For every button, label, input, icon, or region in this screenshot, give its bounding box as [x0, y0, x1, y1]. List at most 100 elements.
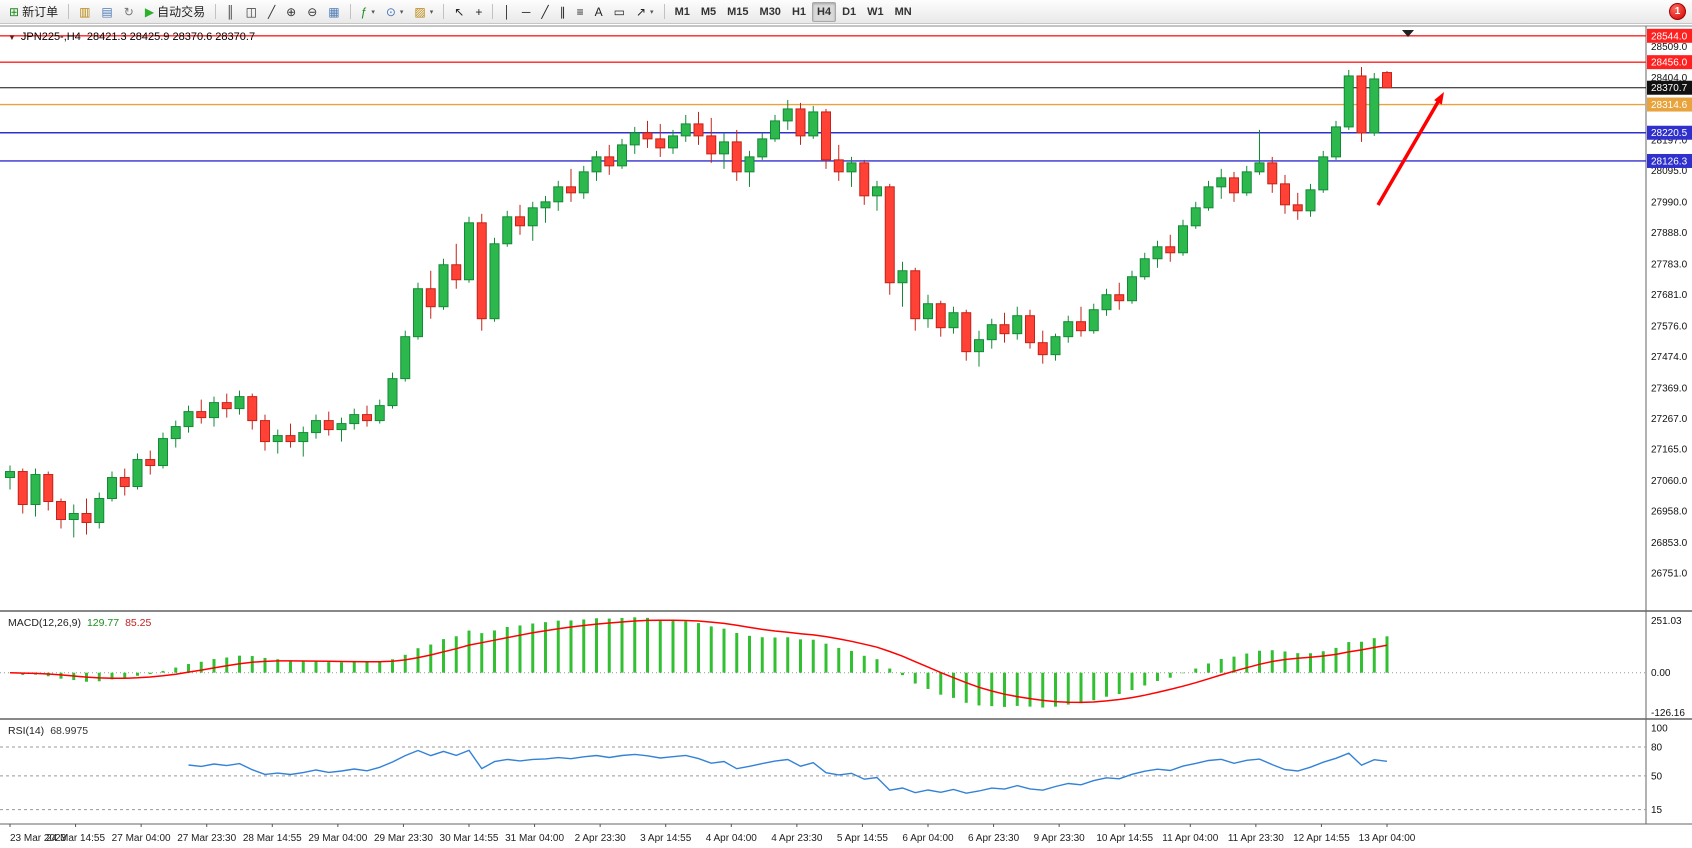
candle-body	[196, 411, 207, 419]
profiles-icon: ▤	[101, 4, 113, 19]
line-chart-icon: ╱	[267, 4, 276, 19]
tile-windows-button[interactable]: ▦	[323, 2, 344, 22]
tf-d1-button[interactable]: D1	[837, 2, 861, 22]
tf-mn-button[interactable]: MN	[890, 2, 917, 22]
candlestick-chart-button[interactable]: ◫	[241, 2, 262, 22]
macd-pane[interactable]	[0, 617, 1646, 708]
chart-canvas[interactable]: 28509.0 28404.0 28197.0 28095.0 27990.0 27888…	[0, 24, 1692, 848]
channel-icon: ∥	[559, 4, 566, 19]
price-axis-label: 27165.0	[1651, 445, 1688, 456]
zoom-in-button[interactable]: ⊕	[281, 2, 301, 22]
candle-body	[107, 477, 117, 500]
tf-m1-button[interactable]: M1	[670, 2, 695, 22]
candle-body	[731, 141, 742, 173]
trend-arrow-annotation[interactable]	[1376, 92, 1444, 206]
text-icon: A	[594, 4, 603, 19]
channel-button[interactable]: ∥	[555, 2, 571, 22]
candle-body	[145, 459, 156, 467]
macd-value-signal: 85.25	[125, 617, 152, 629]
line-chart-button[interactable]: ╱	[263, 2, 280, 22]
tf-m5-button[interactable]: M5	[696, 2, 721, 22]
new-order-button[interactable]: ⊞ 新订单	[4, 2, 63, 22]
candle-body	[119, 477, 130, 488]
tf-h1-button[interactable]: H1	[787, 2, 811, 22]
indicators-button[interactable]: ƒ ▾	[356, 2, 380, 22]
tf-h4-button[interactable]: H4	[812, 1, 837, 22]
chart-shift-marker-icon[interactable]	[1402, 30, 1414, 37]
candle-body	[374, 405, 385, 422]
cursor-button[interactable]: ↖	[449, 2, 469, 22]
time-axis-label: 11 Apr 04:00	[1162, 833, 1218, 844]
candle-body	[923, 303, 933, 320]
crosshair-button[interactable]: +	[470, 2, 487, 22]
candle-body	[693, 123, 704, 137]
candle-body	[1139, 258, 1150, 278]
caret-down-icon: ▾	[429, 8, 434, 16]
candle-body	[400, 336, 411, 380]
candle-body	[540, 201, 551, 209]
price-axis[interactable]: 28509.0 28404.0 28197.0 28095.0 27990.0 27888…	[1647, 28, 1692, 816]
shapes-button[interactable]: ▭	[609, 2, 630, 22]
refresh-icon: ↻	[123, 4, 134, 19]
chart-frame	[0, 25, 1692, 825]
tf-m30-button-label: M30	[759, 5, 781, 18]
tf-m30-button[interactable]: M30	[755, 2, 786, 22]
candle-body	[260, 420, 270, 443]
tf-d1-button-label: D1	[842, 5, 857, 18]
candle-body	[170, 426, 181, 440]
new-chart-button[interactable]: ▥	[74, 2, 95, 22]
candle-body	[821, 111, 831, 161]
candle-body	[1241, 171, 1252, 194]
refresh-button[interactable]: ↻	[119, 2, 139, 22]
rsi-axis-label: 100	[1651, 723, 1668, 734]
tile-windows-icon: ▦	[328, 4, 340, 19]
templates-button[interactable]: ▨ ▾	[409, 2, 438, 22]
candle-body	[1331, 126, 1341, 158]
rsi-axis-label: 80	[1651, 743, 1663, 754]
candle-body	[1343, 75, 1354, 128]
new-order-button-label: 新订单	[22, 5, 59, 19]
tf-m15-button[interactable]: M15	[722, 2, 753, 22]
autotrading-button[interactable]: ▶ 自动交易	[140, 2, 210, 22]
trendline-button[interactable]: ╱	[536, 2, 553, 22]
horizontal-line-button[interactable]: ─	[517, 2, 536, 22]
time-axis-label: 5 Apr 14:55	[837, 833, 889, 844]
candle-body	[846, 162, 857, 173]
tf-w1-button-label: W1	[867, 5, 884, 18]
time-axis-label: 6 Apr 04:00	[902, 833, 954, 844]
fibonacci-button[interactable]: ≡	[572, 2, 589, 22]
time-axis-label: 10 Apr 14:55	[1096, 833, 1153, 844]
arrows-button[interactable]: ↗ ▾	[631, 2, 659, 22]
candle-body	[336, 423, 347, 431]
time-axis-label: 27 Mar 23:30	[177, 833, 236, 844]
vertical-line-button[interactable]: │	[498, 2, 516, 22]
rsi-value: 68.9975	[50, 725, 89, 737]
candle-body	[1356, 75, 1367, 134]
candle-body	[464, 222, 474, 281]
periods-button[interactable]: ⊙ ▾	[381, 2, 409, 22]
candle-body	[782, 108, 793, 122]
candle-body	[770, 120, 780, 140]
toolbar: ⊞ 新订单 ▥ ▤ ↻ ▶ 自动交易 ║ ◫ ╱ ⊕ ⊖ ▦ ƒ ▾ ⊙ ▾ ▨ ▾ ↖ + │ ─ ╱ ∥ ≡ A ▭ ↗ ▾ M1 M5 M…	[0, 0, 1692, 24]
candle-body	[349, 414, 360, 425]
zoom-out-button[interactable]: ⊖	[302, 2, 322, 22]
caret-down-icon: ▾	[399, 8, 404, 16]
crosshair-icon: +	[475, 4, 483, 19]
price-line-label-box	[1647, 153, 1692, 168]
notification-badge[interactable]: 1	[1669, 3, 1686, 20]
rsi-pane[interactable]	[0, 746, 1646, 811]
text-button[interactable]: A	[590, 2, 608, 22]
candle-body	[897, 270, 908, 284]
tf-w1-button[interactable]: W1	[862, 2, 889, 22]
candle-body	[438, 264, 449, 308]
macd-axis-label: -126.16	[1651, 708, 1685, 719]
candle-body	[68, 512, 79, 520]
candle-body	[578, 171, 589, 194]
bar-chart-button[interactable]: ║	[221, 2, 240, 22]
candle-body	[425, 288, 436, 308]
price-axis-label: 27474.0	[1651, 352, 1688, 363]
profiles-button[interactable]: ▤	[96, 2, 117, 22]
candle-body	[553, 186, 564, 203]
price-line-label-box	[1647, 80, 1692, 95]
